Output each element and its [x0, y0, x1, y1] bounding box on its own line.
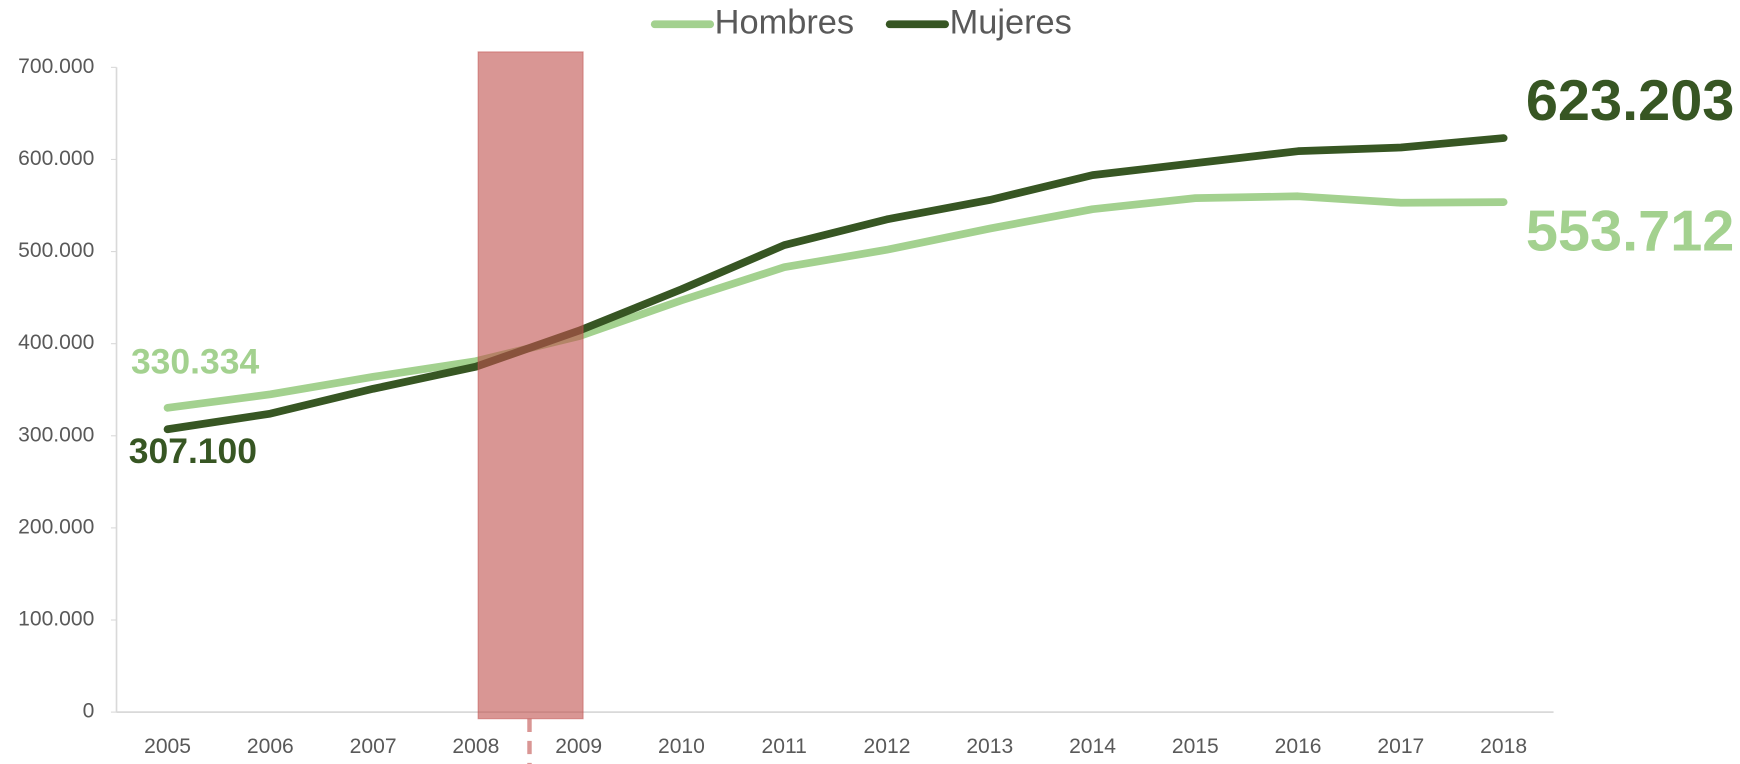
- x-tick-label: 2017: [1377, 735, 1424, 758]
- y-tick-label: 500.000: [18, 239, 94, 262]
- x-tick-label: 2009: [555, 735, 602, 758]
- x-tick-label: 2006: [247, 735, 294, 758]
- legend-label: Hombres: [715, 3, 854, 41]
- data-label: 307.100: [129, 431, 257, 471]
- x-tick-label: 2005: [144, 735, 191, 758]
- y-tick-label: 200.000: [18, 515, 94, 538]
- x-tick-label: 2013: [966, 735, 1013, 758]
- data-label: 623.203: [1526, 69, 1735, 133]
- x-tick-label: 2012: [864, 735, 911, 758]
- line-series: [163, 134, 1508, 434]
- y-tick-label: 100.000: [18, 608, 94, 631]
- x-tick-label: 2014: [1069, 735, 1116, 758]
- data-label: 330.334: [131, 342, 260, 382]
- x-tick-label: 2016: [1275, 735, 1322, 758]
- data-label: 553.712: [1526, 199, 1735, 263]
- y-tick-label: 0: [83, 700, 95, 723]
- x-tick-label: 2011: [762, 735, 807, 758]
- y-tick-label: 300.000: [18, 423, 94, 446]
- y-tick-label: 600.000: [18, 147, 94, 170]
- x-tick-label: 2018: [1480, 735, 1527, 758]
- y-tick-label: 400.000: [18, 331, 94, 354]
- x-tick-label: 2015: [1172, 735, 1219, 758]
- x-tick-label: 2010: [658, 735, 705, 758]
- line-series: [163, 192, 1508, 412]
- y-tick-label: 700.000: [18, 55, 94, 78]
- highlight-band: [477, 51, 584, 720]
- legend-label: Mujeres: [950, 3, 1072, 41]
- x-tick-label: 2007: [350, 735, 397, 758]
- x-tick-label: 2008: [452, 735, 499, 758]
